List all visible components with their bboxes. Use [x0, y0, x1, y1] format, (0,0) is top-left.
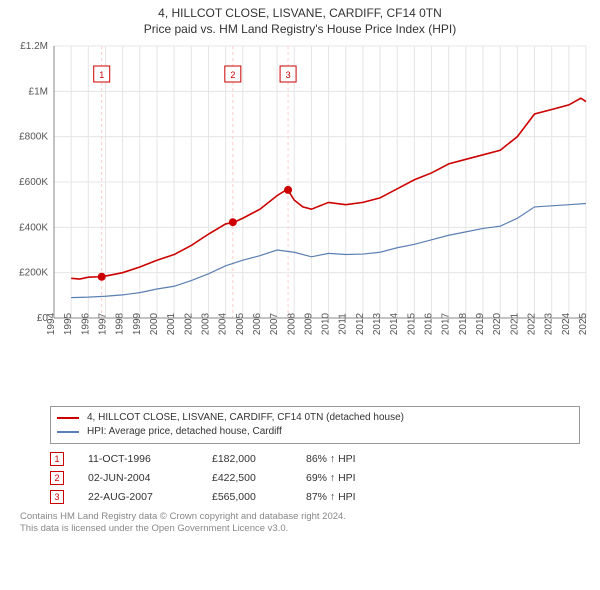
svg-text:1998: 1998: [115, 312, 126, 335]
svg-text:2016: 2016: [424, 312, 435, 335]
svg-text:2025: 2025: [578, 312, 589, 335]
title-block: 4, HILLCOT CLOSE, LISVANE, CARDIFF, CF14…: [10, 6, 590, 36]
chart-area: £0£200K£400K£600K£800K£1M£1.2M1994199519…: [10, 40, 590, 380]
footer-line-1: Contains HM Land Registry data © Crown c…: [20, 511, 580, 524]
svg-text:2007: 2007: [269, 312, 280, 335]
svg-text:2: 2: [230, 70, 235, 80]
svg-text:2003: 2003: [200, 312, 211, 335]
svg-text:2009: 2009: [303, 312, 314, 335]
svg-text:£200K: £200K: [19, 268, 48, 279]
sale-date: 02-JUN-2004: [88, 469, 188, 488]
svg-text:1997: 1997: [97, 312, 108, 335]
svg-text:2014: 2014: [389, 312, 400, 335]
svg-text:2023: 2023: [544, 312, 555, 335]
chart-container: 4, HILLCOT CLOSE, LISVANE, CARDIFF, CF14…: [0, 0, 600, 542]
svg-text:2024: 2024: [561, 312, 572, 335]
sale-price: £422,500: [212, 469, 282, 488]
svg-text:2000: 2000: [149, 312, 160, 335]
line-chart-svg: £0£200K£400K£600K£800K£1M£1.2M1994199519…: [10, 40, 590, 380]
svg-text:2005: 2005: [235, 312, 246, 335]
svg-text:2011: 2011: [338, 313, 349, 335]
sale-index-box: 1: [50, 452, 64, 466]
svg-text:1: 1: [99, 70, 104, 80]
svg-text:£400K: £400K: [19, 222, 48, 233]
svg-text:2020: 2020: [492, 312, 503, 335]
svg-text:1995: 1995: [63, 312, 74, 335]
svg-text:2006: 2006: [252, 312, 263, 335]
sale-date: 11-OCT-1996: [88, 450, 188, 469]
sale-index-box: 2: [50, 471, 64, 485]
legend: 4, HILLCOT CLOSE, LISVANE, CARDIFF, CF14…: [50, 406, 580, 444]
svg-text:2018: 2018: [458, 312, 469, 335]
svg-text:2010: 2010: [321, 312, 332, 335]
legend-label: 4, HILLCOT CLOSE, LISVANE, CARDIFF, CF14…: [87, 411, 404, 425]
sale-index-box: 3: [50, 490, 64, 504]
title-address: 4, HILLCOT CLOSE, LISVANE, CARDIFF, CF14…: [10, 6, 590, 20]
svg-text:1999: 1999: [132, 312, 143, 335]
svg-text:£1.2M: £1.2M: [20, 41, 48, 52]
sale-price: £565,000: [212, 488, 282, 507]
legend-label: HPI: Average price, detached house, Card…: [87, 425, 282, 439]
sale-pct-vs-hpi: 69% ↑ HPI: [306, 469, 396, 488]
sale-row: 1 11-OCT-1996 £182,000 86% ↑ HPI: [50, 450, 580, 469]
svg-text:2008: 2008: [286, 312, 297, 335]
svg-text:3: 3: [286, 70, 291, 80]
sale-row: 2 02-JUN-2004 £422,500 69% ↑ HPI: [50, 469, 580, 488]
svg-text:2001: 2001: [166, 312, 177, 335]
svg-text:2017: 2017: [441, 312, 452, 335]
svg-text:2002: 2002: [183, 312, 194, 335]
footer-line-2: This data is licensed under the Open Gov…: [20, 523, 580, 536]
sales-table: 1 11-OCT-1996 £182,000 86% ↑ HPI 2 02-JUN-200…: [50, 450, 580, 507]
legend-swatch: [57, 417, 79, 419]
legend-row: HPI: Average price, detached house, Card…: [57, 425, 573, 439]
svg-text:1996: 1996: [80, 312, 91, 335]
sale-pct-vs-hpi: 86% ↑ HPI: [306, 450, 396, 469]
attribution-footer: Contains HM Land Registry data © Crown c…: [20, 511, 580, 537]
legend-row: 4, HILLCOT CLOSE, LISVANE, CARDIFF, CF14…: [57, 411, 573, 425]
svg-text:2019: 2019: [475, 312, 486, 335]
svg-text:2021: 2021: [509, 312, 520, 335]
svg-text:2004: 2004: [218, 312, 229, 335]
sale-pct-vs-hpi: 87% ↑ HPI: [306, 488, 396, 507]
legend-swatch: [57, 431, 79, 433]
svg-text:1994: 1994: [46, 312, 57, 335]
svg-text:2013: 2013: [372, 312, 383, 335]
title-subtitle: Price paid vs. HM Land Registry's House …: [10, 22, 590, 36]
sale-price: £182,000: [212, 450, 282, 469]
sale-date: 22-AUG-2007: [88, 488, 188, 507]
svg-text:£600K: £600K: [19, 177, 48, 188]
sale-row: 3 22-AUG-2007 £565,000 87% ↑ HPI: [50, 488, 580, 507]
svg-text:£1M: £1M: [29, 86, 48, 97]
svg-text:2015: 2015: [406, 312, 417, 335]
svg-text:£800K: £800K: [19, 132, 48, 143]
svg-text:2022: 2022: [527, 312, 538, 335]
svg-text:2012: 2012: [355, 312, 366, 335]
